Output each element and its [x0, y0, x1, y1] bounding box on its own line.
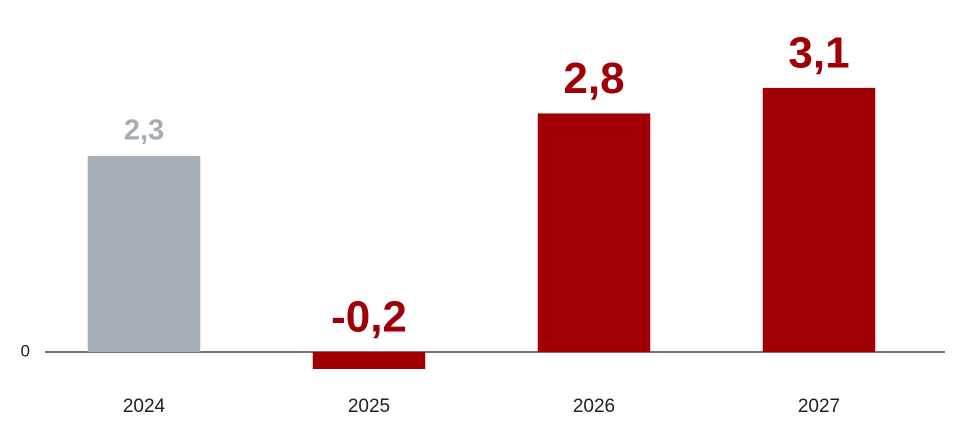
y-tick-label: 0: [21, 341, 30, 360]
x-tick-label: 2024: [123, 396, 166, 417]
bar: [87, 156, 201, 352]
bar: [762, 87, 876, 352]
bar: [312, 352, 426, 370]
bar: [537, 113, 651, 352]
value-label: 3,1: [788, 29, 849, 78]
x-tick-label: 2027: [798, 396, 840, 417]
x-tick-label: 2026: [573, 396, 615, 417]
value-label: -0,2: [331, 293, 407, 342]
value-label: 2,3: [124, 115, 164, 147]
x-tick-label: 2025: [348, 396, 390, 417]
value-label: 2,8: [563, 54, 624, 103]
